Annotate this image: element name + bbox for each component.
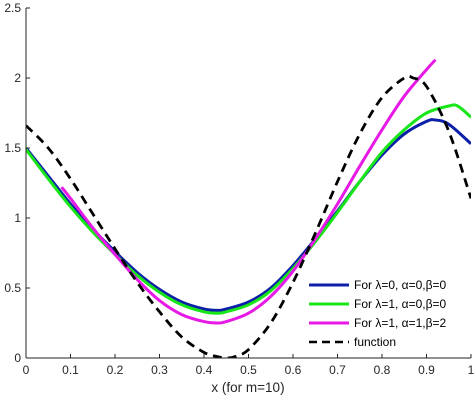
y-tick-label: 0 — [14, 351, 21, 365]
series-layer — [26, 58, 471, 358]
x-tick-label: 0.7 — [329, 363, 346, 377]
x-tick-label: 1 — [468, 363, 474, 377]
x-ticks: 0 0.1 0.2 0.3 0.4 0.5 0.6 0.7 0.8 0.9 1 — [23, 354, 474, 377]
y-tick-label: 2.5 — [4, 1, 21, 15]
y-tick-label: 1.5 — [4, 141, 21, 155]
x-tick-label: 0.2 — [107, 363, 124, 377]
legend-label: For λ=1, α=0,β=0 — [354, 297, 447, 311]
x-tick-label: 0.5 — [240, 363, 257, 377]
x-tick-label: 0.3 — [151, 363, 168, 377]
y-tick-label: 0.5 — [4, 281, 21, 295]
x-tick-label: 0.4 — [196, 363, 213, 377]
legend-label: For λ=0, α=0,β=0 — [354, 278, 447, 292]
y-tick-label: 2 — [14, 71, 21, 85]
x-tick-label: 0 — [23, 363, 30, 377]
y-tick-label: 1 — [14, 211, 21, 225]
x-tick-label: 0.6 — [285, 363, 302, 377]
x-tick-label: 0.8 — [374, 363, 391, 377]
x-axis-label: x (for m=10) — [211, 380, 284, 395]
y-ticks: 0 0.5 1 1.5 2 2.5 — [4, 1, 30, 365]
legend-label: For λ=1, α=1,β=2 — [354, 316, 447, 330]
x-tick-label: 0.1 — [62, 363, 79, 377]
series-magenta-line — [60, 58, 437, 325]
x-tick-label: 0.9 — [418, 363, 435, 377]
legend: For λ=0, α=0,β=0 For λ=1, α=0,β=0 For λ=1,… — [301, 271, 469, 353]
legend-label: function — [354, 335, 396, 349]
